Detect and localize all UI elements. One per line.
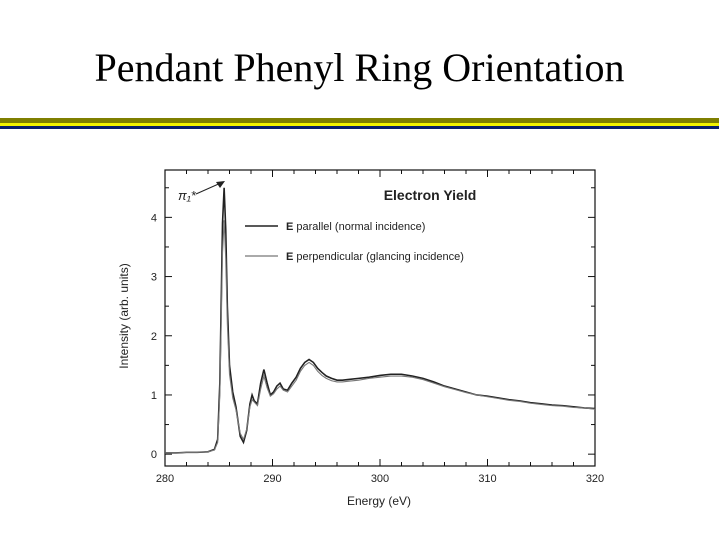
y-tick-label: 1 xyxy=(151,390,157,402)
x-tick-label: 280 xyxy=(156,473,174,485)
pi-star-arrowhead xyxy=(216,181,225,188)
y-tick-label: 0 xyxy=(151,449,157,461)
title-rule-yellow xyxy=(0,123,719,126)
pi-star-annotation: π₁* xyxy=(178,188,197,203)
y-axis-label: Intensity (arb. units) xyxy=(117,263,131,368)
x-tick-label: 310 xyxy=(478,473,496,485)
x-tick-label: 290 xyxy=(263,473,281,485)
legend-e-parallel: E parallel (normal incidence) xyxy=(286,221,425,233)
y-tick-label: 4 xyxy=(151,212,157,224)
y-tick-label: 3 xyxy=(151,272,157,284)
legend-e-perpendicular: E perpendicular (glancing incidence) xyxy=(286,251,464,263)
x-axis-label: Energy (eV) xyxy=(347,494,411,508)
y-tick-label: 2 xyxy=(151,331,157,343)
chart-title: Electron Yield xyxy=(384,187,477,203)
slide-title: Pendant Phenyl Ring Orientation xyxy=(94,45,625,90)
series-line-perpendicular xyxy=(165,220,596,454)
x-tick-label: 300 xyxy=(371,473,389,485)
x-tick-label: 320 xyxy=(586,473,604,485)
title-rule-olive xyxy=(0,118,719,123)
plot-frame xyxy=(164,169,596,467)
electron-yield-chart: 280 290 300 310 320 0 1 2 3 4 Electron Yield E pa… xyxy=(117,169,604,508)
title-rule-navy xyxy=(0,126,719,129)
